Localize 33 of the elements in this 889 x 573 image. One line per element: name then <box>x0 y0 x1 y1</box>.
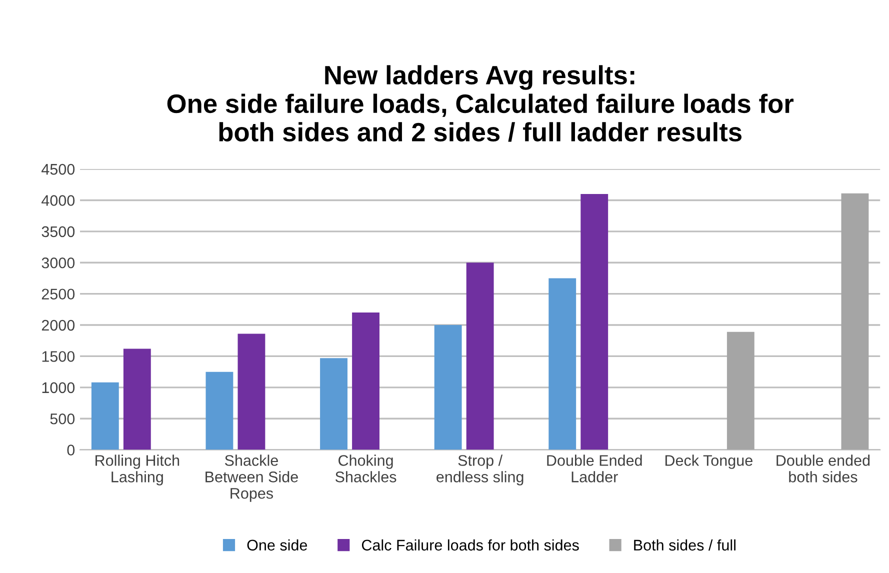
y-tick-label: 4000 <box>42 195 75 206</box>
chart-title: New ladders Avg results: One side failure loads, Calculated failure loads for both sides and 2 sides / full ladder results <box>167 65 794 142</box>
bar <box>434 325 462 450</box>
bar <box>123 348 151 450</box>
y-tick-label: 2000 <box>42 320 75 331</box>
x-tick-label: Choking Shackles <box>335 454 396 482</box>
bar <box>352 312 380 450</box>
bar <box>320 358 348 450</box>
bar <box>548 278 576 450</box>
y-tick-label: 2500 <box>42 288 75 300</box>
x-tick-label: Deck Tongue <box>665 454 752 469</box>
bar <box>91 382 119 450</box>
y-tick-label: 500 <box>50 413 75 424</box>
x-tick-label: Rolling Hitch Lashing <box>96 454 180 486</box>
bar <box>841 193 869 450</box>
y-tick-label: 3000 <box>42 257 75 268</box>
legend-label: One side <box>247 539 308 551</box>
y-tick-label: 1500 <box>42 351 75 362</box>
y-tick-label: 3500 <box>42 226 75 238</box>
bar <box>466 262 494 450</box>
bar <box>206 372 234 450</box>
bar <box>238 334 266 450</box>
x-tick-label: Double Ended Ladder <box>547 454 642 482</box>
y-tick-label: 1000 <box>42 382 75 394</box>
bar <box>580 194 608 450</box>
legend-label: Both sides / full <box>634 539 736 551</box>
legend-label: Calc Failure loads for both sides <box>362 539 579 551</box>
y-tick-label: 4500 <box>42 164 75 175</box>
x-tick-label: Strop / endless sling <box>436 454 524 486</box>
bar <box>726 332 754 450</box>
x-tick-label: Shackle Between Side Ropes <box>206 454 298 502</box>
y-tick-label: 0 <box>67 444 75 456</box>
x-tick-label: Double ended both sides <box>776 454 870 482</box>
